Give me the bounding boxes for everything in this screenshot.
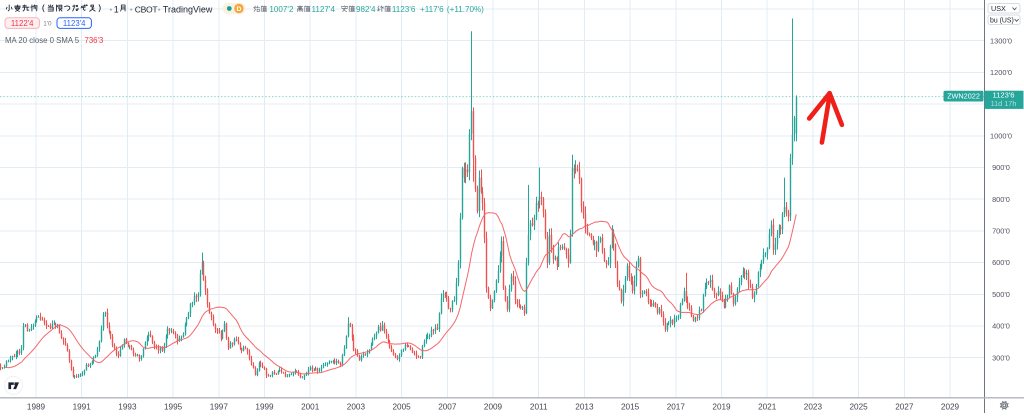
svg-text:2017: 2017 bbox=[667, 403, 686, 412]
svg-text:2003: 2003 bbox=[347, 403, 366, 412]
svg-text:800'0: 800'0 bbox=[992, 195, 1010, 204]
svg-text:500'0: 500'0 bbox=[992, 290, 1010, 299]
svg-text:ZWN2022: ZWN2022 bbox=[947, 92, 980, 101]
svg-text:2005: 2005 bbox=[392, 403, 411, 412]
svg-text:1122'4: 1122'4 bbox=[11, 19, 34, 28]
svg-text:1993: 1993 bbox=[118, 403, 137, 412]
svg-text:(+11.70%): (+11.70%) bbox=[447, 5, 484, 14]
svg-text:1300'0: 1300'0 bbox=[990, 36, 1012, 45]
svg-text:CBOT: CBOT bbox=[135, 4, 159, 14]
svg-text:2001: 2001 bbox=[301, 403, 320, 412]
svg-text:300'0: 300'0 bbox=[992, 353, 1010, 362]
svg-text:900'0: 900'0 bbox=[992, 163, 1010, 172]
svg-text:1123'4: 1123'4 bbox=[63, 19, 86, 28]
svg-text:2009: 2009 bbox=[484, 403, 503, 412]
svg-text:2013: 2013 bbox=[575, 403, 594, 412]
svg-text:2025: 2025 bbox=[849, 403, 868, 412]
svg-text:+117'6: +117'6 bbox=[420, 5, 444, 14]
svg-text:bu (US): bu (US) bbox=[990, 17, 1014, 24]
svg-text:982'4: 982'4 bbox=[356, 5, 376, 14]
svg-text:D: D bbox=[236, 6, 241, 13]
svg-text:1'0: 1'0 bbox=[43, 20, 52, 27]
svg-text:1127'4: 1127'4 bbox=[312, 5, 336, 14]
svg-text:1000'0: 1000'0 bbox=[990, 131, 1012, 140]
svg-text:2007: 2007 bbox=[438, 403, 457, 412]
svg-text:1995: 1995 bbox=[164, 403, 183, 412]
svg-text:2011: 2011 bbox=[530, 403, 548, 412]
svg-text:1123'6: 1123'6 bbox=[992, 91, 1014, 100]
svg-text:1989: 1989 bbox=[27, 403, 46, 412]
svg-text:600'0: 600'0 bbox=[992, 258, 1010, 267]
svg-text:1200'0: 1200'0 bbox=[990, 68, 1012, 77]
svg-text:2027: 2027 bbox=[895, 403, 914, 412]
svg-text:700'0: 700'0 bbox=[992, 227, 1010, 236]
svg-text:2015: 2015 bbox=[621, 403, 640, 412]
svg-text:USX: USX bbox=[991, 4, 1006, 13]
svg-text:TradingView: TradingView bbox=[163, 4, 213, 14]
svg-text:736'3: 736'3 bbox=[85, 36, 104, 45]
svg-text:2029: 2029 bbox=[941, 403, 960, 412]
svg-text:2019: 2019 bbox=[712, 403, 731, 412]
svg-text:2023: 2023 bbox=[804, 403, 823, 412]
svg-text:1997: 1997 bbox=[210, 403, 229, 412]
svg-text:1007'2: 1007'2 bbox=[269, 5, 294, 14]
svg-text:400'0: 400'0 bbox=[992, 322, 1010, 331]
svg-text:1999: 1999 bbox=[255, 403, 274, 412]
svg-text:2021: 2021 bbox=[758, 403, 777, 412]
svg-text:MA 20 close 0 SMA 5: MA 20 close 0 SMA 5 bbox=[5, 36, 80, 45]
svg-text:1: 1 bbox=[114, 4, 119, 14]
svg-text:1123'6: 1123'6 bbox=[392, 5, 416, 14]
svg-text:1991: 1991 bbox=[73, 403, 92, 412]
svg-text:11d 17h: 11d 17h bbox=[991, 99, 1017, 108]
